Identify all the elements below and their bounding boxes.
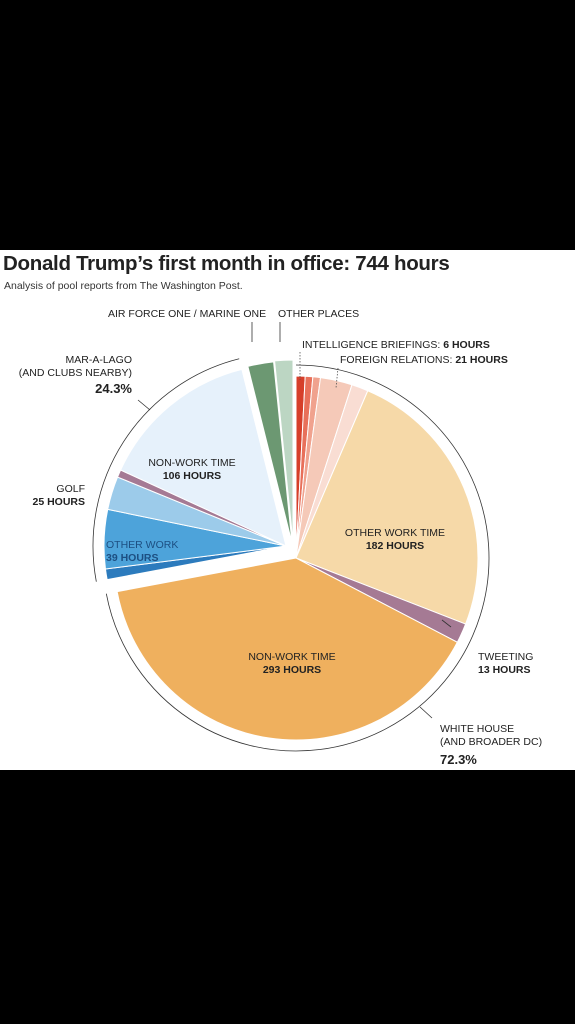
label-tweeting-line1: TWEETING	[478, 651, 533, 663]
chart-panel: Donald Trump’s first month in office: 74…	[0, 250, 575, 770]
label-wh-otherwork-line2: 182 HOURS	[366, 540, 424, 552]
label-golf-line1: GOLF	[56, 483, 85, 495]
chart-title: Donald Trump’s first month in office: 74…	[3, 252, 450, 275]
mar-a-lago-outline-arc	[92, 358, 240, 582]
pie-slice-other-work-time-5	[295, 390, 479, 625]
label-wh-nonwork-line2: 293 HOURS	[263, 664, 321, 676]
label-mar-a-lago-line1: MAR-A-LAGO	[65, 354, 132, 366]
label-mal-nonwork-line2: 106 HOURS	[163, 470, 221, 482]
chart-subtitle: Analysis of pool reports from The Washin…	[4, 280, 243, 292]
label-white-house-line1: WHITE HOUSE	[440, 723, 514, 735]
label-wh-nonwork-line1: NON-WORK TIME	[248, 651, 335, 663]
pie-slices	[103, 359, 479, 741]
label-mar-a-lago-line2: (AND CLUBS NEARBY)	[19, 367, 132, 379]
pie-slice-other-places-14	[274, 359, 294, 543]
label-mar-a-lago-percent: 24.3%	[95, 381, 132, 396]
label-intelligence-briefings: INTELLIGENCE BRIEFINGS: 6 HOURS	[302, 339, 490, 351]
label-mal-nonwork-line1: NON-WORK TIME	[148, 457, 235, 469]
top-black-band	[0, 0, 575, 250]
label-mal-otherwork-line2: 39 HOURS	[106, 552, 159, 564]
leader-mar-a-lago	[137, 399, 151, 411]
label-white-house-percent: 72.3%	[440, 752, 477, 767]
pie-slice-non-work-time-12	[119, 368, 287, 547]
leader-white-house	[419, 706, 433, 719]
bottom-black-band	[0, 770, 575, 1024]
label-mal-otherwork-line1: OTHER WORK	[106, 539, 178, 551]
label-other-places: OTHER PLACES	[278, 308, 359, 320]
leader-foreign-relations	[335, 367, 339, 389]
label-foreign-relations: FOREIGN RELATIONS: 21 HOURS	[340, 354, 508, 366]
label-wh-otherwork-line1: OTHER WORK TIME	[345, 527, 445, 539]
label-golf-line2: 25 HOURS	[32, 496, 85, 508]
pie-slice-air-force-one-marine-one-13	[247, 361, 293, 544]
label-tweeting-line2: 13 HOURS	[478, 664, 531, 676]
label-air-force-one: AIR FORCE ONE / MARINE ONE	[108, 308, 266, 320]
label-white-house-line2: (AND BROADER DC)	[440, 736, 542, 748]
pie-slice-non-work-time-7	[116, 557, 458, 741]
white-house-outline-arc	[105, 364, 490, 752]
pie-chart: AIR FORCE ONE / MARINE ONE OTHER PLACES …	[19, 308, 542, 767]
leader-tweeting	[441, 619, 452, 628]
